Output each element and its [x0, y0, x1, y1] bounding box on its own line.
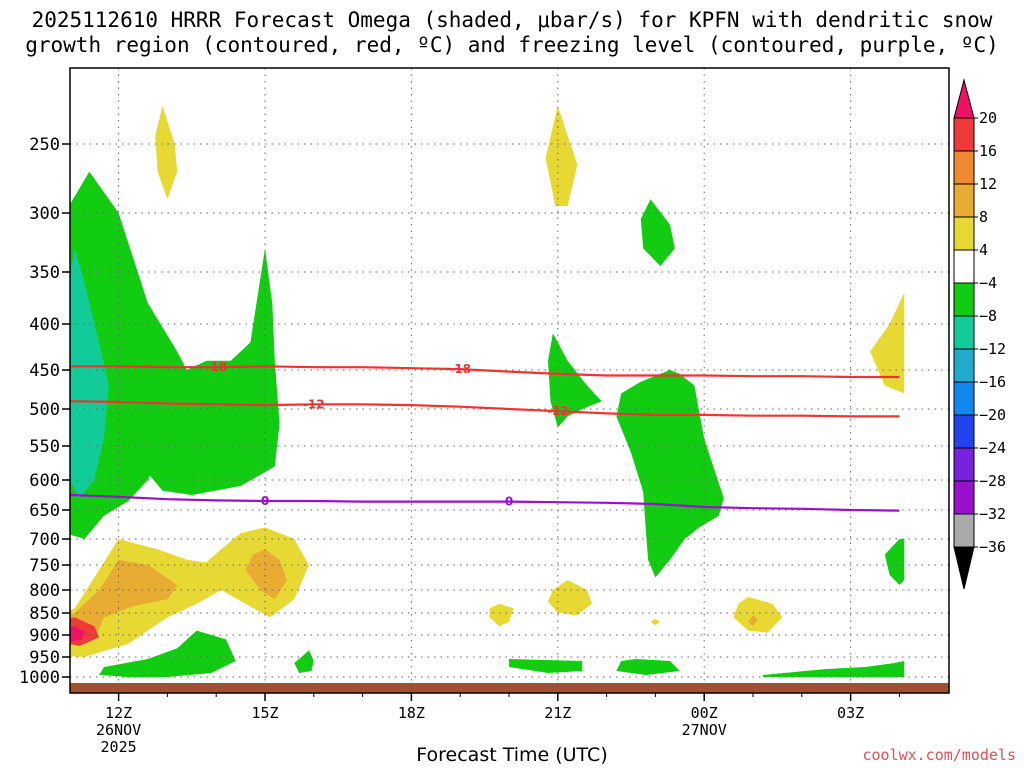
shaded-region-orange-02z	[748, 615, 758, 627]
y-tick-label: 950	[29, 648, 60, 668]
chart-title-line-1: 2025112610 HRRR Forecast Omega (shaded, …	[31, 8, 993, 32]
y-tick-label: 250	[29, 135, 60, 155]
y-tick-label: 750	[29, 556, 60, 576]
colorbar-label: 8	[979, 208, 988, 226]
colorbar-bin	[953, 480, 975, 515]
x-tick-label: 12Z	[105, 704, 132, 722]
shaded-region-magenta-core	[70, 626, 85, 642]
isotherm-label-0C: 0	[505, 495, 513, 509]
shaded-region-orange-low-left	[70, 559, 178, 646]
x-tick-date: 27NOV	[682, 721, 727, 739]
shaded-region-green-low-21z	[509, 659, 583, 673]
ground-bar	[70, 683, 949, 693]
colorbar-label: −12	[979, 340, 1006, 358]
colorbar-label: −16	[979, 373, 1006, 391]
isotherm-label--18C: -18	[449, 362, 471, 376]
isotherm-label--18C: -18	[205, 360, 227, 374]
x-tick-label: 00Z	[691, 704, 718, 722]
colorbar-label: 4	[979, 241, 988, 259]
colorbar-bin	[953, 447, 975, 482]
y-tick-label: 800	[29, 581, 60, 601]
y-tick-label: 650	[29, 501, 60, 521]
shaded-region-green-low-2330	[616, 659, 680, 675]
colorbar-label: −32	[979, 505, 1006, 523]
x-tick-date: 26NOV	[96, 721, 141, 739]
colorbar-label: −4	[979, 274, 997, 292]
x-tick-label: 03Z	[837, 704, 864, 722]
colorbar-bin	[953, 150, 975, 185]
y-tick-label: 600	[29, 471, 60, 491]
colorbar-bin	[953, 381, 975, 416]
shaded-region-orange-15z	[245, 549, 287, 600]
colorbar-label: 12	[979, 175, 997, 193]
isotherm-0C	[70, 493, 900, 512]
x-tick-label: 18Z	[398, 704, 425, 722]
shaded-region-green-center-left	[147, 248, 280, 495]
colorbar-top-arrow	[953, 78, 975, 119]
isotherm--12C	[70, 400, 900, 418]
isotherm-contours: -18 -18 -12 -12 0 0	[70, 360, 900, 512]
shaded-region-yellow-19z	[489, 603, 514, 627]
shaded-region-yellow-right-edge	[870, 292, 905, 394]
shaded-region-yellow-21z-low	[548, 580, 592, 616]
x-tick-label: 21Z	[544, 704, 571, 722]
colorbar-bin	[953, 117, 975, 152]
y-tick-label: 700	[29, 530, 60, 550]
y-tick-label: 550	[29, 437, 60, 457]
colorbar-label: −28	[979, 472, 1006, 490]
colorbar-label: −24	[979, 439, 1006, 457]
colorbar-bin	[953, 348, 975, 383]
shaded-region-green-low-1545	[294, 650, 314, 673]
shaded-region-yellow-low-left	[70, 527, 309, 657]
colorbar-bin	[953, 249, 975, 284]
colorbar-bin	[953, 315, 975, 350]
shaded-region-green-00z-mid	[616, 370, 724, 578]
isotherm--18C	[70, 365, 900, 379]
colorbar-label: 20	[979, 109, 997, 127]
x-tick-label: 15Z	[251, 704, 278, 722]
x-tick-year: 2025	[101, 738, 137, 756]
x-axis-title: Forecast Time (UTC)	[416, 744, 608, 766]
y-tick-label: 450	[29, 361, 60, 381]
shaded-region-green-top-00z	[640, 199, 675, 267]
y-tick-label: 300	[29, 204, 60, 224]
y-tick-label: 400	[29, 315, 60, 335]
shaded-region-green-low-right	[762, 661, 905, 677]
colorbar-bin	[953, 282, 975, 317]
colorbar-bottom-arrow	[953, 546, 975, 590]
colorbar-bin	[953, 183, 975, 218]
shaded-region-yellow-tiny-2245	[650, 618, 661, 626]
colorbar-bin	[953, 414, 975, 449]
shaded-region-green-low-12z	[99, 630, 236, 677]
chart-title-line-2: growth region (contoured, red, ºC) and f…	[25, 33, 999, 57]
colorbar-label: −20	[979, 406, 1006, 424]
y-tick-label: 850	[29, 604, 60, 624]
isotherm-label--12C: -12	[303, 397, 325, 411]
colorbar-bin	[953, 513, 975, 548]
shaded-region-yellow-02z	[733, 596, 783, 633]
y-tick-label: 900	[29, 626, 60, 646]
y-tick-label: 1000	[19, 668, 60, 688]
isotherm-label-0C: 0	[261, 494, 269, 508]
omega-shading	[70, 106, 905, 677]
colorbar: 20 16 12 8 4 −4 −8 −12 −16 −20 −24 −28 −32 −36	[953, 78, 1006, 590]
gridlines	[70, 68, 949, 693]
y-tick-label: 500	[29, 400, 60, 420]
colorbar-bin	[953, 216, 975, 251]
shaded-region-green-right-750	[884, 539, 905, 585]
shaded-region-teal-left	[70, 248, 109, 498]
colorbar-label: −8	[979, 307, 997, 325]
shaded-region-green-21z-mid	[548, 333, 602, 428]
colorbar-label: −36	[979, 538, 1006, 556]
credit-link[interactable]: coolwx.com/models	[862, 746, 1016, 764]
y-tick-label: 350	[29, 263, 60, 283]
shaded-region-yellow-top-21z	[545, 106, 578, 207]
isotherm-label--12C: -12	[547, 404, 569, 418]
y-axis: 2503003504004505005506006507007508008509…	[19, 135, 70, 688]
shaded-region-yellow-top-left	[155, 106, 178, 200]
colorbar-label: 16	[979, 142, 997, 160]
